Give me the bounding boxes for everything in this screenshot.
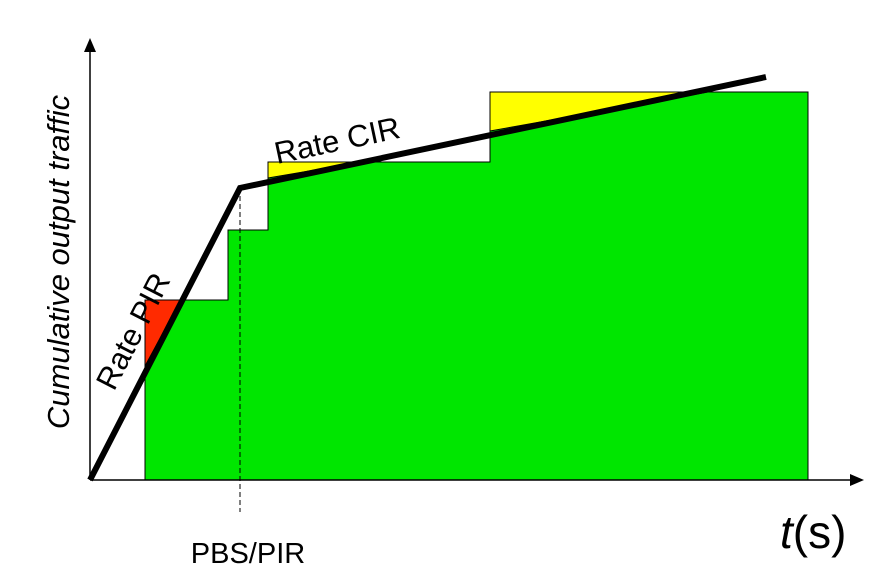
x-axis-label: t(s) [780, 506, 846, 558]
cumulative-traffic-area [144, 91, 809, 481]
rate-envelope-line [87, 74, 767, 482]
x-axis-label-unit: (s) [793, 506, 847, 558]
pbs-pir-label: PBS/PIR [191, 538, 305, 570]
y-axis-label: Cumulative output traffic [41, 94, 76, 429]
x-axis-arrowhead [850, 474, 864, 486]
x-axis-label-t: t [780, 506, 795, 558]
y-axis-arrowhead [84, 38, 96, 52]
